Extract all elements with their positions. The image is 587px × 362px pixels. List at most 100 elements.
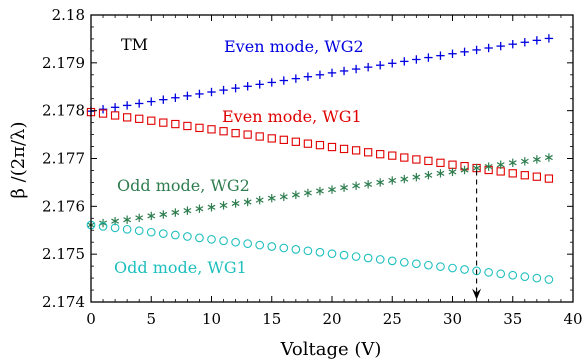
- marker-asterisk: [255, 195, 264, 205]
- marker-asterisk: [147, 211, 156, 221]
- marker-asterisk: [135, 213, 144, 223]
- marker-square: [448, 160, 457, 169]
- marker-circle: [424, 260, 433, 270]
- marker-square: [327, 142, 337, 152]
- marker-asterisk: [520, 157, 529, 166]
- marker-circle: [520, 272, 530, 281]
- marker-asterisk: [123, 215, 132, 224]
- arrow-head: [472, 288, 482, 300]
- data-marks: [86, 34, 554, 300]
- marker-circle: [98, 222, 108, 231]
- marker-square: [110, 111, 120, 120]
- pointer-arrow: [472, 170, 482, 300]
- marker-plus: [376, 61, 385, 70]
- marker-square: [183, 121, 192, 131]
- x-axis-title: Voltage (V): [280, 339, 382, 360]
- marker-asterisk: [400, 174, 409, 184]
- marker-square: [243, 130, 252, 139]
- marker-plus: [183, 91, 192, 101]
- marker-asterisk: [279, 192, 288, 201]
- y-tick-label: 2.176: [42, 197, 85, 215]
- x-tick-label: 40: [563, 310, 582, 328]
- marker-asterisk: [352, 181, 361, 190]
- marker-square: [231, 128, 240, 138]
- x-tick-label: 15: [262, 310, 281, 328]
- marker-asterisk: [328, 185, 336, 194]
- y-tick-label: 2.18: [52, 6, 85, 24]
- marker-asterisk: [183, 206, 192, 215]
- marker-square: [520, 171, 529, 180]
- marker-circle: [484, 267, 494, 277]
- marker-asterisk: [267, 194, 276, 203]
- y-tick-label: 2.179: [42, 54, 85, 72]
- marker-square: [207, 125, 216, 134]
- marker-asterisk: [544, 153, 553, 162]
- marker-square: [123, 113, 132, 122]
- marker-plus: [135, 99, 144, 108]
- marker-asterisk: [316, 186, 324, 196]
- marker-plus: [472, 45, 481, 55]
- marker-circle: [544, 275, 554, 284]
- y-tick-label: 2.178: [42, 102, 85, 120]
- marker-plus: [279, 76, 288, 85]
- marker-square: [508, 169, 517, 178]
- marker-asterisk: [195, 204, 204, 213]
- marker-asterisk: [424, 171, 433, 180]
- marker-square: [351, 146, 361, 155]
- marker-square: [424, 156, 433, 166]
- marker-asterisk: [340, 183, 348, 192]
- marker-square: [303, 139, 313, 148]
- marker-square: [363, 148, 373, 157]
- marker-square: [388, 151, 397, 160]
- y-tick-label: 2.177: [42, 150, 85, 168]
- series-even-mode-wg2: [86, 34, 554, 116]
- marker-circle: [472, 266, 481, 276]
- marker-circle: [496, 269, 506, 279]
- x-tick-label: 30: [443, 310, 462, 328]
- marker-square: [412, 155, 421, 164]
- marker-circle: [327, 249, 337, 259]
- marker-circle: [146, 227, 156, 237]
- marker-circle: [460, 265, 469, 274]
- marker-asterisk: [496, 160, 505, 169]
- marker-asterisk: [436, 169, 445, 178]
- marker-plus: [460, 47, 469, 57]
- marker-square: [159, 118, 168, 127]
- marker-plus: [400, 57, 409, 66]
- marker-plus: [243, 82, 252, 91]
- marker-circle: [183, 232, 192, 241]
- marker-circle: [231, 237, 240, 247]
- marker-circle: [134, 226, 144, 236]
- marker-plus: [484, 43, 493, 53]
- marker-circle: [399, 257, 409, 267]
- marker-plus: [219, 85, 228, 95]
- marker-circle: [412, 259, 421, 269]
- marker-plus: [448, 49, 457, 58]
- marker-plus: [147, 97, 156, 106]
- marker-asterisk: [219, 201, 228, 210]
- marker-asterisk: [231, 199, 240, 208]
- marker-asterisk: [376, 178, 385, 187]
- marker-square: [219, 127, 228, 136]
- marker-circle: [291, 245, 301, 254]
- marker-circle: [532, 273, 542, 283]
- marker-square: [255, 132, 264, 141]
- marker-plus: [159, 95, 168, 104]
- x-tick-label: 10: [202, 310, 221, 328]
- marker-square: [171, 119, 180, 129]
- marker-plus: [303, 72, 313, 81]
- marker-plus: [207, 87, 216, 97]
- marker-asterisk: [207, 203, 216, 212]
- marker-asterisk: [159, 210, 168, 219]
- x-tick-label: 20: [322, 310, 341, 328]
- series-odd-mode-wg2: [87, 153, 553, 230]
- label-even-wg2: Even mode, WG2: [224, 37, 364, 56]
- label-odd-wg2: Odd mode, WG2: [117, 176, 250, 195]
- marker-square: [532, 172, 541, 181]
- marker-circle: [207, 234, 216, 244]
- marker-plus: [122, 101, 132, 110]
- marker-asterisk: [291, 190, 300, 200]
- marker-circle: [508, 270, 518, 280]
- marker-plus: [339, 66, 349, 76]
